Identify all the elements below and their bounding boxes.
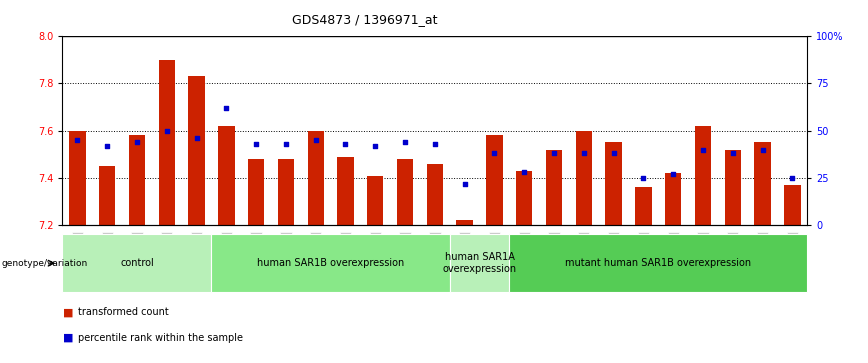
Bar bbox=[248, 159, 265, 225]
Bar bbox=[635, 187, 652, 225]
Bar bbox=[605, 143, 621, 225]
Point bbox=[368, 143, 382, 149]
Point bbox=[726, 150, 740, 156]
Bar bbox=[397, 159, 413, 225]
Bar bbox=[457, 220, 473, 225]
Bar bbox=[516, 171, 532, 225]
Bar bbox=[694, 126, 711, 225]
Point bbox=[428, 141, 442, 147]
Bar bbox=[188, 76, 205, 225]
Bar bbox=[218, 126, 234, 225]
Point bbox=[488, 150, 502, 156]
Text: ■: ■ bbox=[62, 307, 73, 317]
Text: control: control bbox=[120, 258, 154, 268]
Bar bbox=[546, 150, 562, 225]
Text: genotype/variation: genotype/variation bbox=[2, 259, 88, 268]
Bar bbox=[754, 143, 771, 225]
Point bbox=[457, 181, 471, 187]
Point bbox=[279, 141, 293, 147]
Point bbox=[100, 143, 114, 149]
Text: mutant human SAR1B overexpression: mutant human SAR1B overexpression bbox=[565, 258, 752, 268]
Bar bbox=[159, 60, 175, 225]
Point bbox=[607, 150, 621, 156]
Bar bbox=[367, 175, 384, 225]
Text: transformed count: transformed count bbox=[78, 307, 169, 317]
Point bbox=[220, 105, 233, 111]
Point bbox=[696, 147, 710, 152]
Bar bbox=[278, 159, 294, 225]
Bar bbox=[128, 135, 145, 225]
Point bbox=[398, 139, 412, 145]
Text: human SAR1B overexpression: human SAR1B overexpression bbox=[257, 258, 404, 268]
Bar bbox=[69, 131, 86, 225]
Text: GDS4873 / 1396971_at: GDS4873 / 1396971_at bbox=[292, 13, 437, 26]
Point bbox=[636, 175, 650, 181]
Bar bbox=[725, 150, 741, 225]
Point bbox=[756, 147, 770, 152]
Point bbox=[577, 150, 591, 156]
Point bbox=[130, 139, 144, 145]
Bar bbox=[307, 131, 324, 225]
Point bbox=[667, 171, 681, 177]
Point bbox=[339, 141, 352, 147]
Point bbox=[70, 137, 84, 143]
Point bbox=[547, 150, 561, 156]
Bar bbox=[486, 135, 503, 225]
Bar bbox=[338, 156, 353, 225]
Text: percentile rank within the sample: percentile rank within the sample bbox=[78, 333, 243, 343]
Bar bbox=[99, 166, 115, 225]
Bar bbox=[784, 185, 800, 225]
Bar bbox=[427, 164, 443, 225]
Point bbox=[160, 128, 174, 134]
Point bbox=[786, 175, 799, 181]
Text: ■: ■ bbox=[62, 333, 73, 343]
Bar bbox=[665, 173, 681, 225]
Point bbox=[309, 137, 323, 143]
Bar bbox=[575, 131, 592, 225]
Text: human SAR1A
overexpression: human SAR1A overexpression bbox=[443, 252, 516, 274]
Point bbox=[517, 169, 531, 175]
Point bbox=[189, 135, 203, 141]
Point bbox=[249, 141, 263, 147]
